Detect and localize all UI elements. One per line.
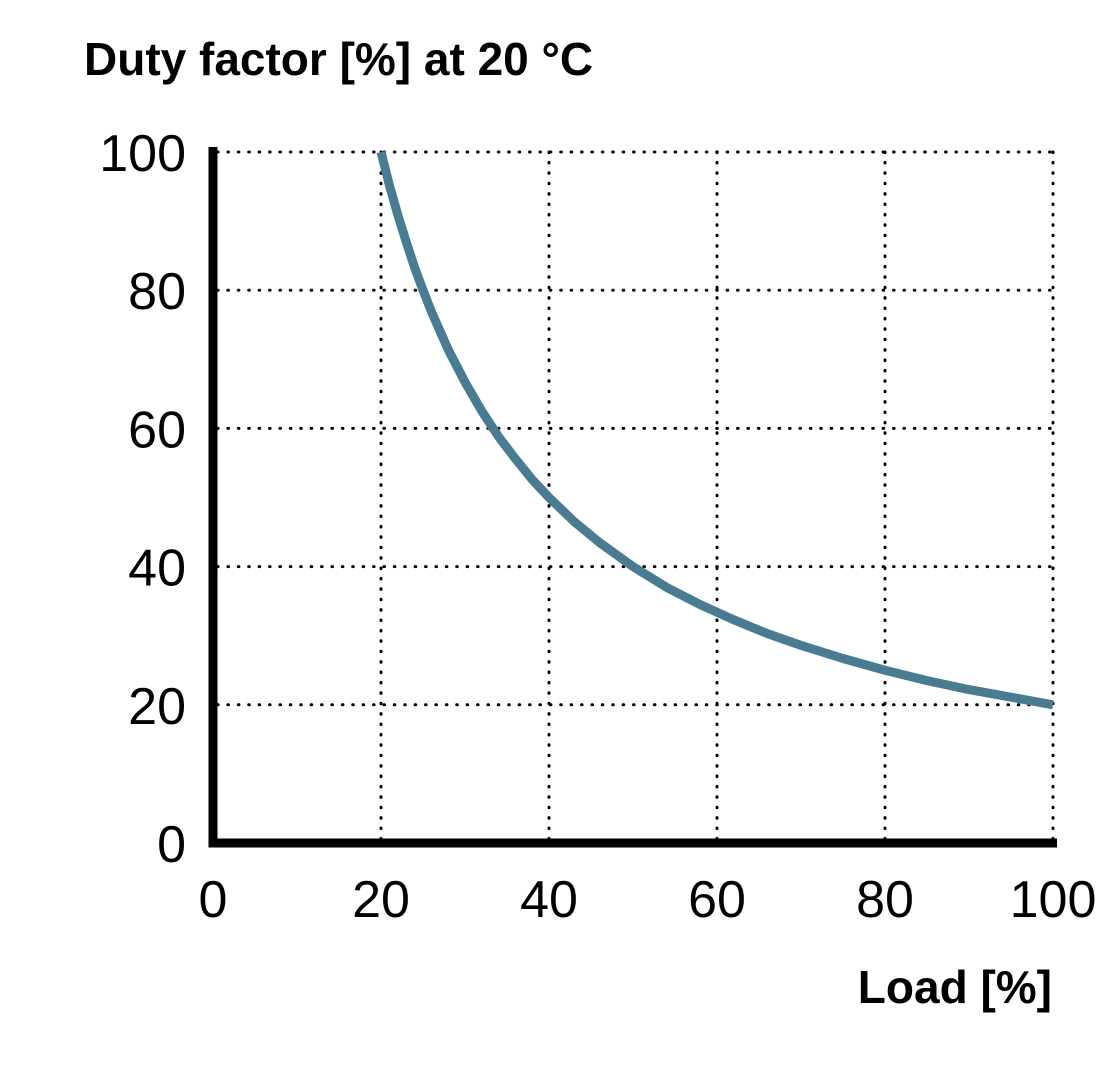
x-tick-labels: 0 20 40 60 80 100 bbox=[199, 871, 1097, 929]
y-tick-labels: 0 20 40 60 80 100 bbox=[99, 125, 186, 874]
y-tick-label: 60 bbox=[128, 401, 186, 459]
x-axis-label: Load [%] bbox=[857, 961, 1052, 1013]
x-tick-label: 0 bbox=[199, 871, 228, 929]
duty-factor-curve bbox=[376, 150, 1054, 710]
gridlines bbox=[216, 150, 1055, 840]
y-tick-label: 40 bbox=[128, 540, 186, 598]
x-tick-label: 60 bbox=[688, 871, 746, 929]
y-tick-label: 20 bbox=[128, 678, 186, 736]
x-tick-label: 100 bbox=[1010, 871, 1097, 929]
x-tick-label: 80 bbox=[856, 871, 914, 929]
y-tick-label: 80 bbox=[128, 263, 186, 321]
x-tick-label: 20 bbox=[352, 871, 410, 929]
y-tick-label: 100 bbox=[99, 125, 186, 183]
x-tick-label: 40 bbox=[520, 871, 578, 929]
chart-title: Duty factor [%] at 20 °C bbox=[84, 33, 594, 85]
y-tick-label: 0 bbox=[157, 816, 186, 874]
